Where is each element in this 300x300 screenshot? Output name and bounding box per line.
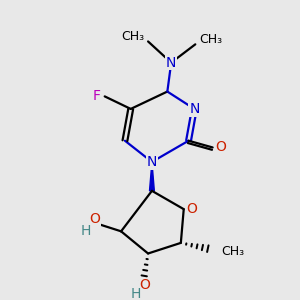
Text: O: O [90,212,101,226]
Text: N: N [166,56,176,70]
Polygon shape [149,162,154,191]
Text: N: N [189,102,200,116]
Text: O: O [186,202,197,216]
Text: H: H [130,287,141,300]
Text: CH₃: CH₃ [199,33,222,46]
Text: CH₃: CH₃ [121,30,144,43]
Text: H: H [80,224,91,238]
Text: O: O [215,140,226,154]
Text: F: F [93,89,101,103]
Text: O: O [140,278,151,292]
Text: N: N [147,155,157,169]
Text: CH₃: CH₃ [221,245,244,258]
